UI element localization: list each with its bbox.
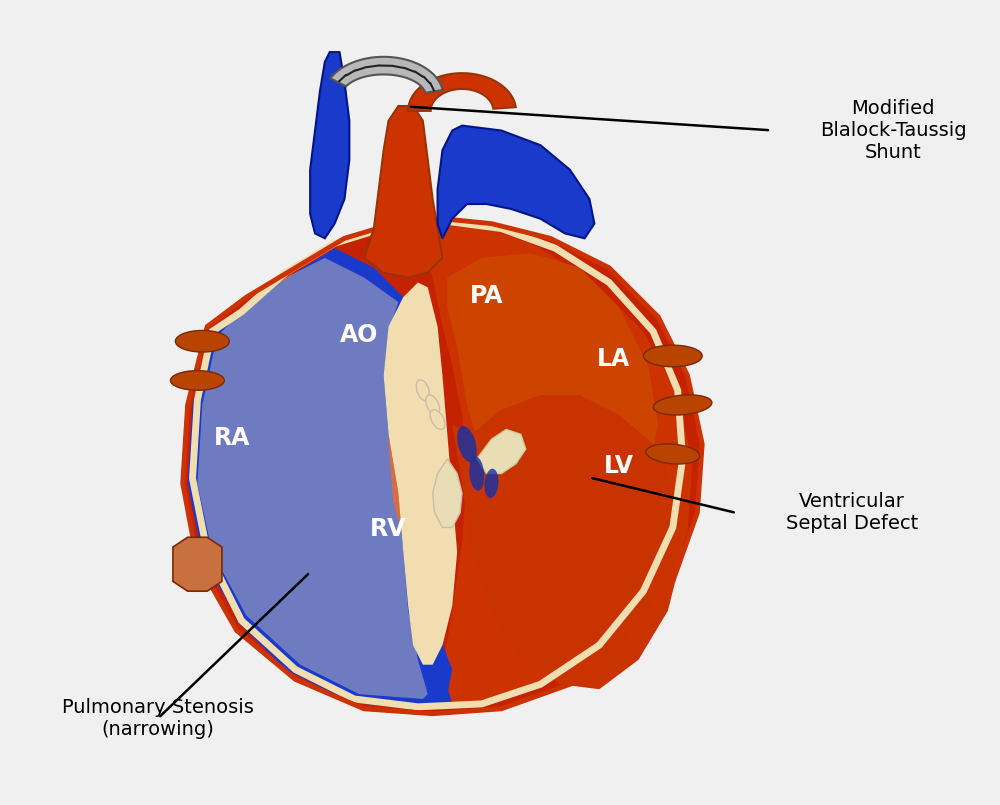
Polygon shape bbox=[408, 73, 516, 111]
Polygon shape bbox=[197, 258, 428, 699]
Ellipse shape bbox=[485, 469, 498, 498]
Polygon shape bbox=[384, 283, 457, 665]
Polygon shape bbox=[364, 106, 442, 278]
Polygon shape bbox=[330, 57, 443, 93]
Ellipse shape bbox=[426, 395, 440, 415]
Text: RV: RV bbox=[370, 517, 407, 541]
Ellipse shape bbox=[175, 331, 229, 352]
Polygon shape bbox=[452, 395, 683, 689]
Ellipse shape bbox=[416, 380, 429, 401]
Text: PA: PA bbox=[470, 284, 503, 308]
Text: Pulmonary Stenosis
(narrowing): Pulmonary Stenosis (narrowing) bbox=[62, 698, 254, 739]
Text: RA: RA bbox=[214, 426, 250, 450]
Polygon shape bbox=[188, 248, 457, 708]
Polygon shape bbox=[438, 126, 594, 238]
Ellipse shape bbox=[430, 410, 445, 429]
Polygon shape bbox=[477, 429, 526, 473]
Ellipse shape bbox=[170, 370, 224, 390]
Ellipse shape bbox=[646, 444, 700, 464]
Polygon shape bbox=[217, 376, 452, 704]
Text: LA: LA bbox=[597, 347, 631, 371]
Ellipse shape bbox=[457, 426, 477, 462]
Ellipse shape bbox=[653, 395, 712, 415]
Ellipse shape bbox=[469, 456, 484, 491]
Polygon shape bbox=[173, 537, 222, 591]
Polygon shape bbox=[433, 459, 462, 527]
Polygon shape bbox=[183, 219, 702, 714]
Polygon shape bbox=[310, 52, 349, 238]
Ellipse shape bbox=[643, 345, 702, 367]
Text: Modified
Blalock-Taussig
Shunt: Modified Blalock-Taussig Shunt bbox=[820, 99, 966, 162]
Text: Ventricular
Septal Defect: Ventricular Septal Defect bbox=[786, 493, 918, 534]
Text: AO: AO bbox=[340, 324, 378, 348]
Polygon shape bbox=[447, 253, 658, 518]
Text: LV: LV bbox=[604, 454, 634, 477]
Polygon shape bbox=[423, 224, 692, 704]
